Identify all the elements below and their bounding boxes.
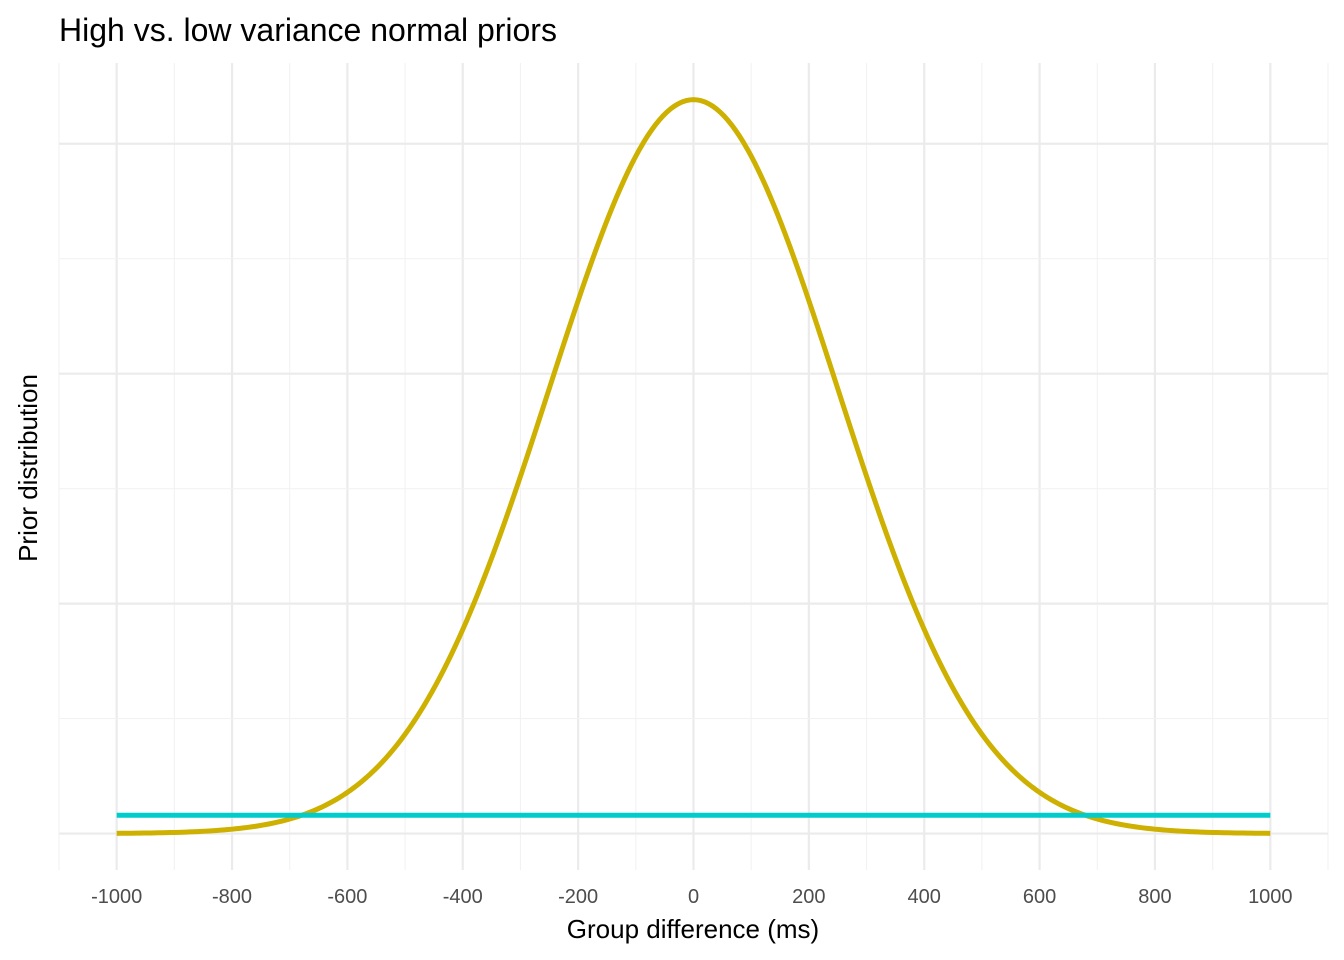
x-tick-label: -800 bbox=[212, 886, 252, 908]
x-tick-label: 400 bbox=[908, 886, 941, 908]
grid bbox=[58, 63, 1329, 870]
x-tick-label: -200 bbox=[558, 886, 598, 908]
x-tick-label: 200 bbox=[792, 886, 825, 908]
x-tick-label: 1000 bbox=[1248, 886, 1293, 908]
x-axis-title: Group difference (ms) bbox=[567, 914, 819, 944]
x-tick-labels: -1000 -800 -600 -400 -200 0 200 400 600 800 1000 bbox=[91, 886, 1292, 908]
chart-title: High vs. low variance normal priors bbox=[59, 12, 557, 48]
series-lines bbox=[116, 97, 1271, 836]
x-tick-label: 0 bbox=[688, 886, 699, 908]
x-tick-label: -600 bbox=[327, 886, 367, 908]
series-line-high-peak bbox=[116, 97, 1271, 836]
x-tick-label: 600 bbox=[1023, 886, 1056, 908]
x-tick-label: -400 bbox=[443, 886, 483, 908]
x-tick-label: 800 bbox=[1138, 886, 1171, 908]
x-tick-label: -1000 bbox=[91, 886, 142, 908]
y-axis-title: Prior distribution bbox=[13, 374, 43, 562]
